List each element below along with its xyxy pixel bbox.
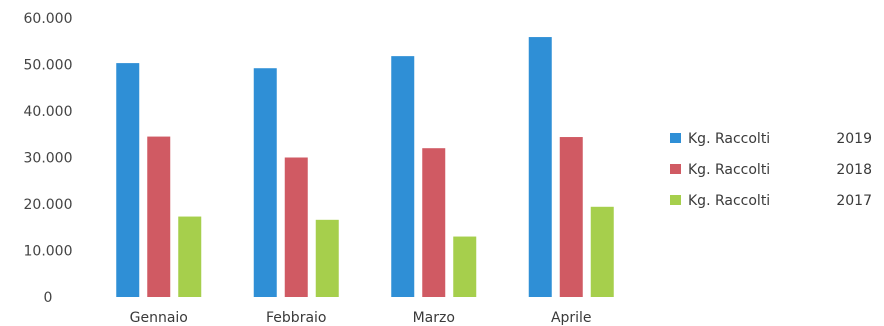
bar-gennaio-2017 [178,216,202,297]
bar-marzo-2018 [422,148,446,297]
y-axis: 0 10.000 20.000 30.000 40.000 50.000 60.000 [24,11,73,306]
bar-aprile-2019 [528,37,552,297]
bar-gennaio-2019 [116,63,140,298]
y-tick-label: 50.000 [24,58,73,74]
x-axis: Gennaio Febbraio Marzo Aprile [130,310,592,326]
bar-febbraio-2017 [315,219,339,297]
x-category-label: Aprile [551,310,592,326]
y-tick-label: 20.000 [24,197,73,213]
legend-series-name: Kg. Raccolti [688,193,770,209]
legend-series-year: 2019 [836,131,872,147]
legend-swatch [670,164,681,174]
bar-marzo-2017 [453,236,477,297]
bar-febbraio-2018 [284,157,308,297]
y-tick-label: 10.000 [24,244,73,260]
legend-series-name: Kg. Raccolti [688,131,770,147]
bars [116,37,614,298]
x-category-label: Gennaio [130,310,188,326]
y-tick-label: 60.000 [24,11,73,27]
x-category-label: Febbraio [266,310,326,326]
legend-swatch [670,133,681,143]
y-tick-label: 40.000 [24,104,73,120]
bar-febbraio-2019 [253,68,277,297]
bar-gennaio-2018 [147,136,171,297]
legend-series-name: Kg. Raccolti [688,162,770,178]
y-tick-label: 0 [44,290,53,306]
legend-swatch [670,195,681,205]
bar-aprile-2017 [590,206,614,297]
bar-marzo-2019 [391,56,415,297]
legend-series-year: 2018 [836,162,872,178]
bar-aprile-2018 [559,137,583,297]
legend: Kg. Raccolti 2019 Kg. Raccolti 2018 Kg. Racc… [670,131,872,209]
legend-series-year: 2017 [836,193,872,209]
y-tick-label: 30.000 [24,151,73,167]
x-category-label: Marzo [413,310,455,326]
